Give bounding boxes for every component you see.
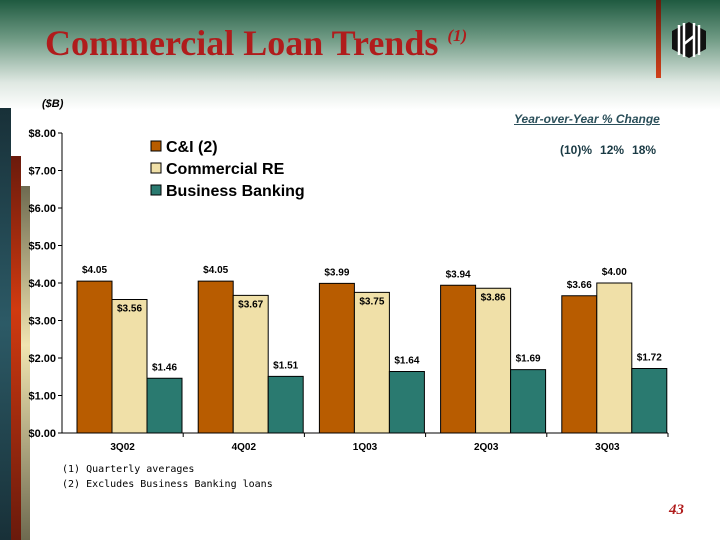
- data-label: $3.67: [238, 299, 263, 310]
- data-label: $3.66: [567, 280, 592, 291]
- bar-1: [353, 291, 390, 434]
- data-label: $1.46: [152, 362, 177, 373]
- data-label: $3.75: [359, 296, 384, 307]
- y-tick-label: $3.00: [28, 316, 56, 328]
- y-tick-label: $8.00: [28, 128, 56, 140]
- y-tick-label: $5.00: [28, 241, 56, 253]
- x-tick-label: 3Q03: [595, 442, 620, 453]
- data-label: $1.64: [394, 356, 419, 367]
- yoy-ci: (10)%: [560, 143, 593, 157]
- units-label: ($B): [42, 98, 64, 110]
- data-label: $1.72: [637, 353, 662, 364]
- data-label: $3.94: [446, 269, 471, 280]
- bar-0: [561, 295, 598, 434]
- legend-label: C&I (2): [166, 139, 218, 156]
- bar-1: [475, 287, 512, 434]
- y-tick-label: $2.00: [28, 353, 56, 365]
- y-tick-label: $1.00: [28, 391, 56, 403]
- data-label: $4.05: [203, 265, 228, 276]
- bar-1: [232, 294, 269, 434]
- decor-bar-red: [11, 156, 21, 540]
- logo-icon: [672, 22, 706, 58]
- data-label: $3.86: [481, 292, 506, 303]
- legend-swatch: [150, 162, 162, 174]
- legend-swatch: [150, 140, 162, 152]
- bar-2: [388, 371, 425, 434]
- x-tick-label: 3Q02: [110, 442, 135, 453]
- decor-bar-teal: [0, 108, 11, 540]
- yoy-label: Year-over-Year % Change: [514, 112, 660, 126]
- x-tick-label: 1Q03: [353, 442, 378, 453]
- yoy-cre: 12%: [600, 143, 625, 157]
- footnote-1: (1) Quarterly averages: [62, 464, 195, 475]
- divider: [656, 0, 661, 78]
- legend-label: Commercial RE: [166, 161, 285, 178]
- header-band: [0, 0, 720, 110]
- bar-1: [111, 299, 148, 434]
- y-tick-label: $6.00: [28, 203, 56, 215]
- footnote-2: (2) Excludes Business Banking loans: [62, 479, 273, 490]
- bar-2: [510, 369, 547, 434]
- page-number: 43: [669, 502, 684, 518]
- y-tick-label: $4.00: [28, 278, 56, 290]
- legend-label: Business Banking: [166, 183, 305, 200]
- data-label: $1.69: [516, 354, 541, 365]
- decor-bar-khaki: [21, 186, 30, 540]
- bar-0: [318, 282, 355, 434]
- bar-0: [440, 284, 477, 434]
- bar-1: [596, 282, 633, 434]
- bar-2: [631, 368, 668, 434]
- legend-swatch: [150, 184, 162, 196]
- data-label: $3.56: [117, 304, 142, 315]
- x-tick-label: 4Q02: [232, 442, 257, 453]
- bar-2: [267, 375, 304, 434]
- yoy-bb: 18%: [632, 143, 657, 157]
- data-label: $1.51: [273, 360, 298, 371]
- page-title: Commercial Loan Trends (1): [45, 23, 468, 63]
- y-tick-label: $0.00: [28, 428, 56, 440]
- y-tick-label: $7.00: [28, 166, 56, 178]
- bar-2: [146, 377, 183, 434]
- data-label: $4.00: [602, 267, 627, 278]
- bar-0: [197, 280, 234, 434]
- bar-0: [76, 280, 113, 434]
- data-label: $3.99: [324, 267, 349, 278]
- yoy-values: (10)% 12% 18%: [560, 143, 664, 157]
- data-label: $4.05: [82, 265, 107, 276]
- x-tick-label: 2Q03: [474, 442, 499, 453]
